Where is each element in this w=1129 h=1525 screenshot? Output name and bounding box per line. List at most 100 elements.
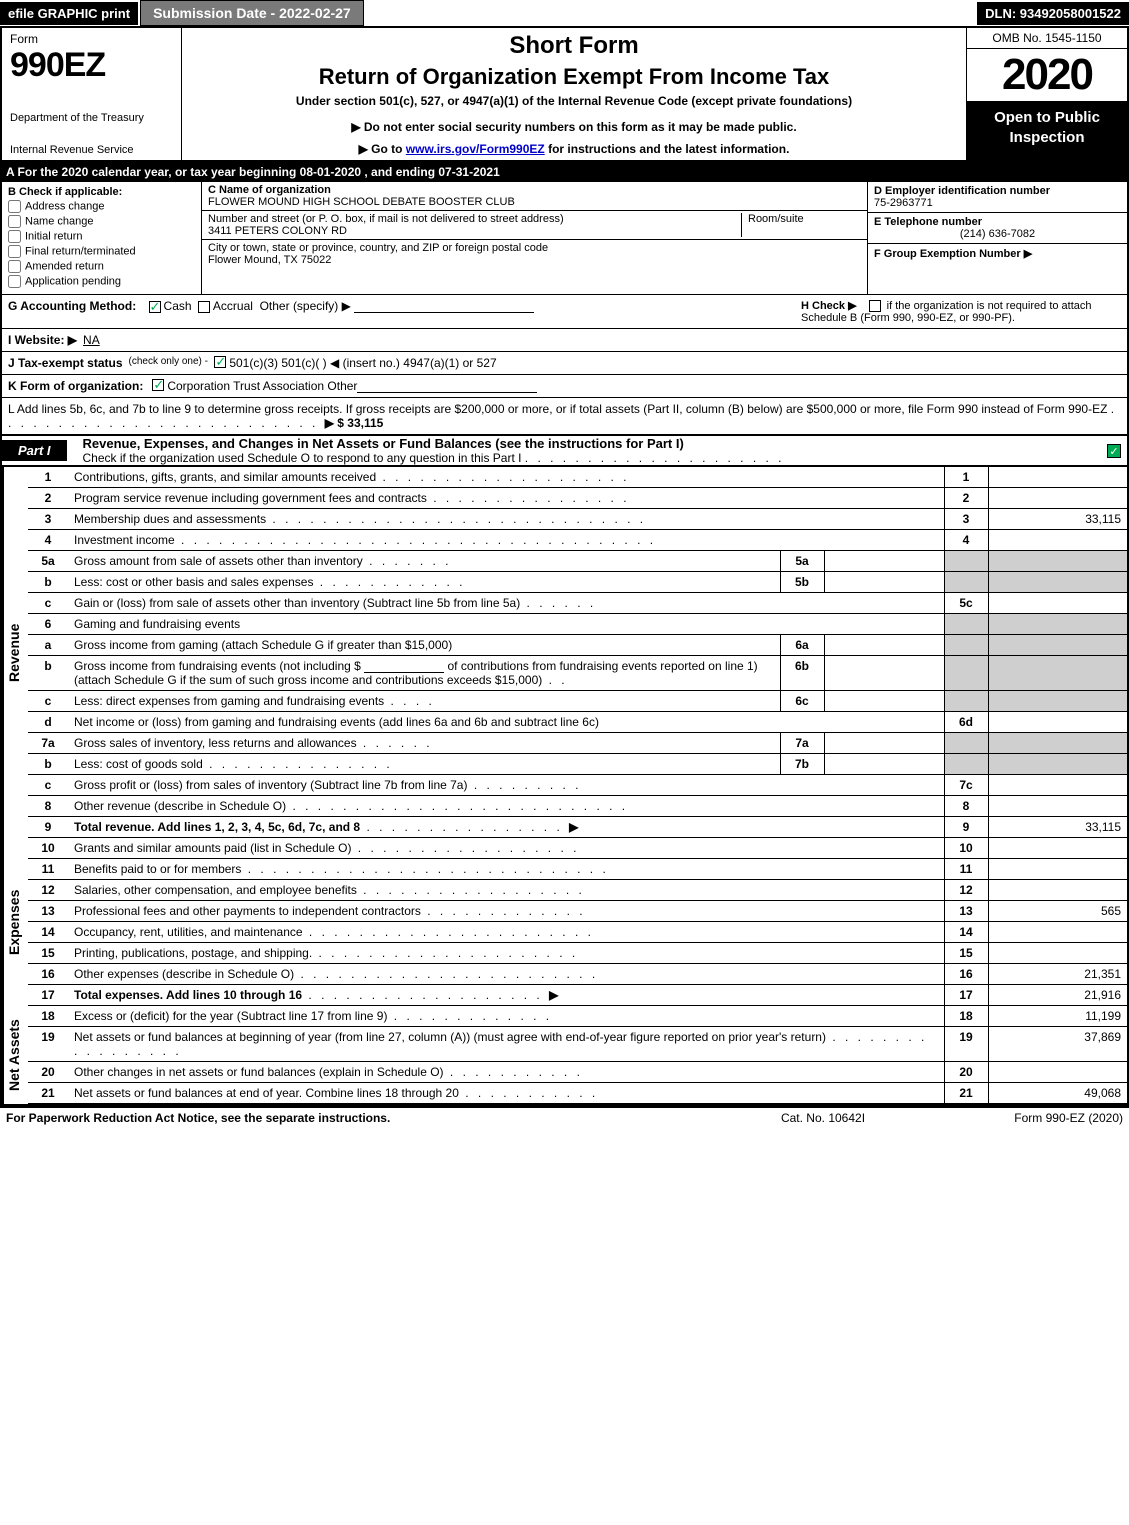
line-num: b xyxy=(28,754,68,775)
line-amt xyxy=(988,593,1128,614)
line-6d: d Net income or (loss) from gaming and f… xyxy=(28,712,1128,733)
line-midamt xyxy=(824,754,944,775)
checkbox-name-change[interactable] xyxy=(8,215,21,228)
line-amt: 11,199 xyxy=(988,1006,1128,1027)
line-amt xyxy=(988,796,1128,817)
form-number: 990EZ xyxy=(10,46,173,85)
checkbox-final-return[interactable] xyxy=(8,245,21,258)
i-label: I Website: ▶ xyxy=(8,333,77,347)
line-7b: b Less: cost of goods sold . . . . . . .… xyxy=(28,754,1128,775)
line-box: 16 xyxy=(944,964,988,985)
schedule-o-checkbox[interactable]: ✓ xyxy=(1107,444,1121,458)
line-num: 5a xyxy=(28,551,68,572)
line-7a: 7a Gross sales of inventory, less return… xyxy=(28,733,1128,754)
line-amt: 21,351 xyxy=(988,964,1128,985)
line-box: 2 xyxy=(944,488,988,509)
line-amt-grey xyxy=(988,754,1128,775)
g-other: Other (specify) ▶ xyxy=(260,299,351,313)
line-desc: Gain or (loss) from sale of assets other… xyxy=(68,593,944,614)
line-box: 11 xyxy=(944,859,988,880)
line-box: 4 xyxy=(944,530,988,551)
netassets-table: 18 Excess or (deficit) for the year (Sub… xyxy=(28,1006,1129,1104)
chk-label: Application pending xyxy=(25,275,121,287)
netassets-side-label: Net Assets xyxy=(2,1006,24,1104)
checkbox-501c3[interactable] xyxy=(214,356,226,368)
line-box: 7c xyxy=(944,775,988,796)
g-other-input[interactable] xyxy=(354,299,534,313)
line-midbox: 5a xyxy=(780,551,824,572)
checkbox-corporation[interactable] xyxy=(152,379,164,391)
part1-tab: Part I xyxy=(2,440,67,461)
line-midbox: 6c xyxy=(780,691,824,712)
line-amt-grey xyxy=(988,635,1128,656)
line-box: 12 xyxy=(944,880,988,901)
line-15: 15 Printing, publications, postage, and … xyxy=(28,943,1128,964)
part1-subtitle: Check if the organization used Schedule … xyxy=(83,451,1107,465)
line-num: 8 xyxy=(28,796,68,817)
ssn-warning: ▶ Do not enter social security numbers o… xyxy=(190,120,958,134)
goto-link[interactable]: www.irs.gov/Form990EZ xyxy=(406,142,545,156)
part1-header: Part I Revenue, Expenses, and Changes in… xyxy=(0,435,1129,467)
line-num: 9 xyxy=(28,817,68,838)
checkbox-address-change[interactable] xyxy=(8,200,21,213)
checkbox-accrual[interactable] xyxy=(198,301,210,313)
section-b-title: B Check if applicable: xyxy=(8,186,195,198)
chk-label: Amended return xyxy=(25,260,104,272)
dept-irs: Internal Revenue Service xyxy=(10,144,173,156)
row-k: K Form of organization: Corporation Trus… xyxy=(0,375,1129,398)
line-midamt xyxy=(824,656,944,691)
line-num: 19 xyxy=(28,1027,68,1062)
line-amt-grey xyxy=(988,691,1128,712)
checkbox-h[interactable] xyxy=(869,300,881,312)
org-city-label: City or town, state or province, country… xyxy=(208,242,548,254)
line-midamt xyxy=(824,551,944,572)
g-cash: Cash xyxy=(164,299,192,313)
checkbox-application-pending[interactable] xyxy=(8,275,21,288)
line-num: b xyxy=(28,656,68,691)
line-desc: Total revenue. Add lines 1, 2, 3, 4, 5c,… xyxy=(68,817,944,838)
org-address-row: Number and street (or P. O. box, if mail… xyxy=(202,211,867,240)
line-box-grey xyxy=(944,656,988,691)
contrib-input[interactable] xyxy=(364,659,444,673)
line-num: 18 xyxy=(28,1006,68,1027)
line-box-grey xyxy=(944,754,988,775)
chk-address-change: Address change xyxy=(8,200,195,213)
line-box-grey xyxy=(944,572,988,593)
line-desc: Gross sales of inventory, less returns a… xyxy=(68,733,780,754)
org-city-value: Flower Mound, TX 75022 xyxy=(208,254,331,266)
line-desc: Other changes in net assets or fund bala… xyxy=(68,1062,944,1083)
line-14: 14 Occupancy, rent, utilities, and maint… xyxy=(28,922,1128,943)
line-num: 20 xyxy=(28,1062,68,1083)
line-num: 17 xyxy=(28,985,68,1006)
line-amt-grey xyxy=(988,551,1128,572)
org-address-value: 3411 PETERS COLONY RD xyxy=(208,225,347,237)
org-name-value: FLOWER MOUND HIGH SCHOOL DEBATE BOOSTER … xyxy=(208,196,515,208)
dln-label: DLN: 93492058001522 xyxy=(977,2,1129,25)
line-box: 13 xyxy=(944,901,988,922)
line-5c: c Gain or (loss) from sale of assets oth… xyxy=(28,593,1128,614)
info-block: B Check if applicable: Address change Na… xyxy=(0,182,1129,295)
line-box: 18 xyxy=(944,1006,988,1027)
section-b: B Check if applicable: Address change Na… xyxy=(2,182,202,294)
line-desc: Program service revenue including govern… xyxy=(68,488,944,509)
line-box: 8 xyxy=(944,796,988,817)
row-j: J Tax-exempt status (check only one) - 5… xyxy=(0,352,1129,375)
line-num: 15 xyxy=(28,943,68,964)
line-box-grey xyxy=(944,733,988,754)
line-amt xyxy=(988,880,1128,901)
chk-label: Final return/terminated xyxy=(25,245,136,257)
line-midamt xyxy=(824,733,944,754)
line-box-grey xyxy=(944,614,988,635)
k-other-input[interactable] xyxy=(357,379,537,393)
checkbox-initial-return[interactable] xyxy=(8,230,21,243)
l-text: L Add lines 5b, 6c, and 7b to line 9 to … xyxy=(8,402,1107,416)
org-name-row: C Name of organization FLOWER MOUND HIGH… xyxy=(202,182,867,211)
line-desc: Benefits paid to or for members . . . . … xyxy=(68,859,944,880)
checkbox-cash[interactable] xyxy=(149,301,161,313)
line-midbox: 7a xyxy=(780,733,824,754)
form-title: Return of Organization Exempt From Incom… xyxy=(190,64,958,90)
checkbox-amended-return[interactable] xyxy=(8,260,21,273)
line-box: 20 xyxy=(944,1062,988,1083)
line-desc: Salaries, other compensation, and employ… xyxy=(68,880,944,901)
j-label: J Tax-exempt status xyxy=(8,356,123,370)
